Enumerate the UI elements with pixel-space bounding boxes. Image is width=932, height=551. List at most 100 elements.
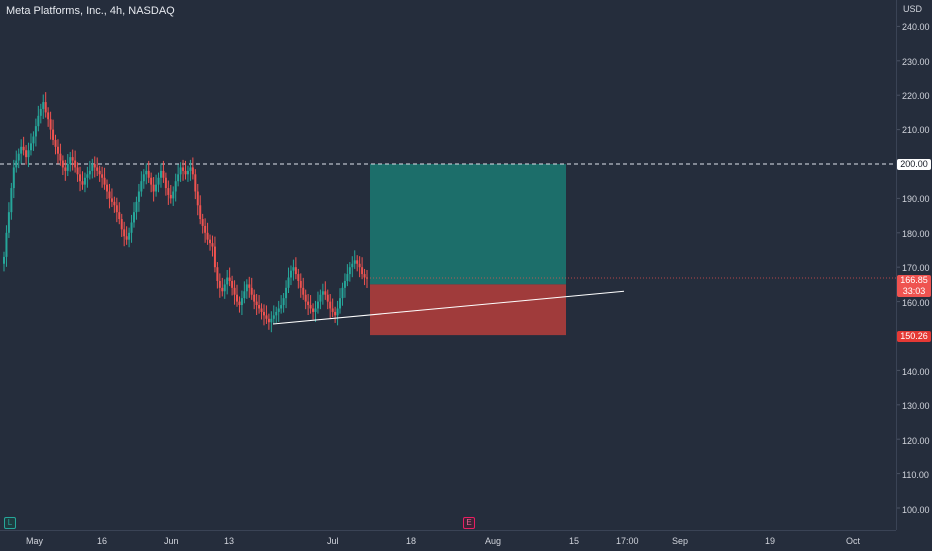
candle-body (93, 164, 96, 168)
candle-body (265, 315, 268, 319)
candle-body (101, 174, 104, 178)
candle-body (10, 188, 13, 213)
candle-body (12, 167, 15, 189)
currency-label: USD (903, 4, 923, 14)
candle-body (346, 274, 349, 281)
candle-body (238, 301, 241, 306)
candle-body (110, 198, 113, 202)
price-tick: 140.00 (902, 367, 930, 377)
candle-body (71, 157, 74, 161)
candle-body (108, 191, 111, 199)
candle-body (213, 246, 216, 268)
price-tick: 120.00 (902, 436, 930, 446)
candle-body (69, 157, 72, 164)
candle-body (150, 177, 153, 185)
candle-body (186, 170, 189, 175)
candle-body (253, 294, 256, 302)
candle-body (361, 267, 364, 275)
candle-body (282, 298, 285, 306)
candle-body (196, 191, 199, 206)
price-tick: 110.00 (902, 470, 929, 480)
candle-body (211, 243, 214, 247)
candle-body (172, 191, 175, 199)
candle-body (262, 311, 265, 316)
time-axis[interactable] (0, 530, 896, 551)
candle-body (74, 160, 77, 168)
candle-body (59, 153, 62, 161)
time-label: 16 (97, 536, 108, 546)
candle-body (20, 146, 23, 154)
price-tick: 240.00 (902, 22, 930, 32)
candle-body (351, 263, 354, 268)
candle-body (128, 232, 131, 240)
candle-body (103, 177, 106, 185)
candle-body (316, 301, 319, 309)
candle-body (348, 267, 351, 275)
price-tick: 210.00 (902, 125, 930, 135)
candle-body (22, 146, 25, 151)
candle-body (142, 174, 145, 182)
candle-body (113, 201, 116, 206)
candle-body (37, 115, 40, 127)
candle-body (218, 280, 221, 288)
price-tick: 190.00 (902, 194, 930, 204)
candle-body (329, 301, 332, 309)
candle-body (157, 177, 160, 185)
candle-body (341, 287, 344, 299)
target-price-tag: 200.00 (897, 159, 931, 170)
candle-body (312, 308, 315, 312)
candle-body (164, 177, 167, 189)
candle-body (179, 167, 182, 175)
candle-body (307, 301, 310, 306)
time-label: 17:00 (616, 536, 639, 546)
logo-badge-icon[interactable]: L (4, 517, 16, 529)
candle-body (250, 287, 253, 295)
candle-body (52, 129, 55, 140)
candle-body (334, 311, 337, 316)
time-label: Sep (672, 536, 689, 546)
time-label: Aug (485, 536, 502, 546)
loss-zone (370, 284, 566, 336)
candle-body (61, 160, 64, 168)
candle-body (245, 284, 248, 292)
candle-body (292, 267, 295, 271)
earnings-badge-icon[interactable]: E (463, 517, 475, 529)
candle-body (270, 318, 273, 323)
candle-body (159, 170, 162, 178)
candle-body (326, 294, 329, 302)
candle-body (49, 119, 52, 130)
candle-body (287, 277, 290, 288)
candle-body (135, 201, 138, 213)
candle-body (236, 294, 239, 302)
candle-body (201, 219, 204, 226)
candle-body (226, 277, 229, 285)
candle-body (177, 174, 180, 182)
candle-body (42, 102, 45, 109)
trendline (272, 290, 625, 325)
candle-body (56, 146, 59, 154)
candle-body (228, 277, 231, 281)
candle-body (294, 267, 297, 275)
candle-body (39, 108, 42, 116)
time-label: 18 (406, 536, 417, 546)
candle-body (297, 274, 300, 281)
candle-body (189, 167, 192, 171)
time-label: May (26, 536, 44, 546)
time-label: Jun (164, 536, 179, 546)
candle-body (339, 298, 342, 309)
candle-body (3, 256, 5, 264)
candle-body (123, 229, 126, 237)
candle-body (47, 112, 50, 120)
candle-body (15, 160, 18, 168)
candle-body (324, 291, 327, 295)
candle-body (255, 301, 258, 306)
price-axis[interactable] (896, 0, 932, 530)
price-tick: 220.00 (902, 91, 930, 101)
price-tick: 180.00 (902, 229, 930, 239)
candle-body (204, 225, 207, 233)
candle-body (353, 260, 356, 264)
price-tick: 230.00 (902, 57, 930, 67)
price-tick: 100.00 (902, 505, 930, 515)
